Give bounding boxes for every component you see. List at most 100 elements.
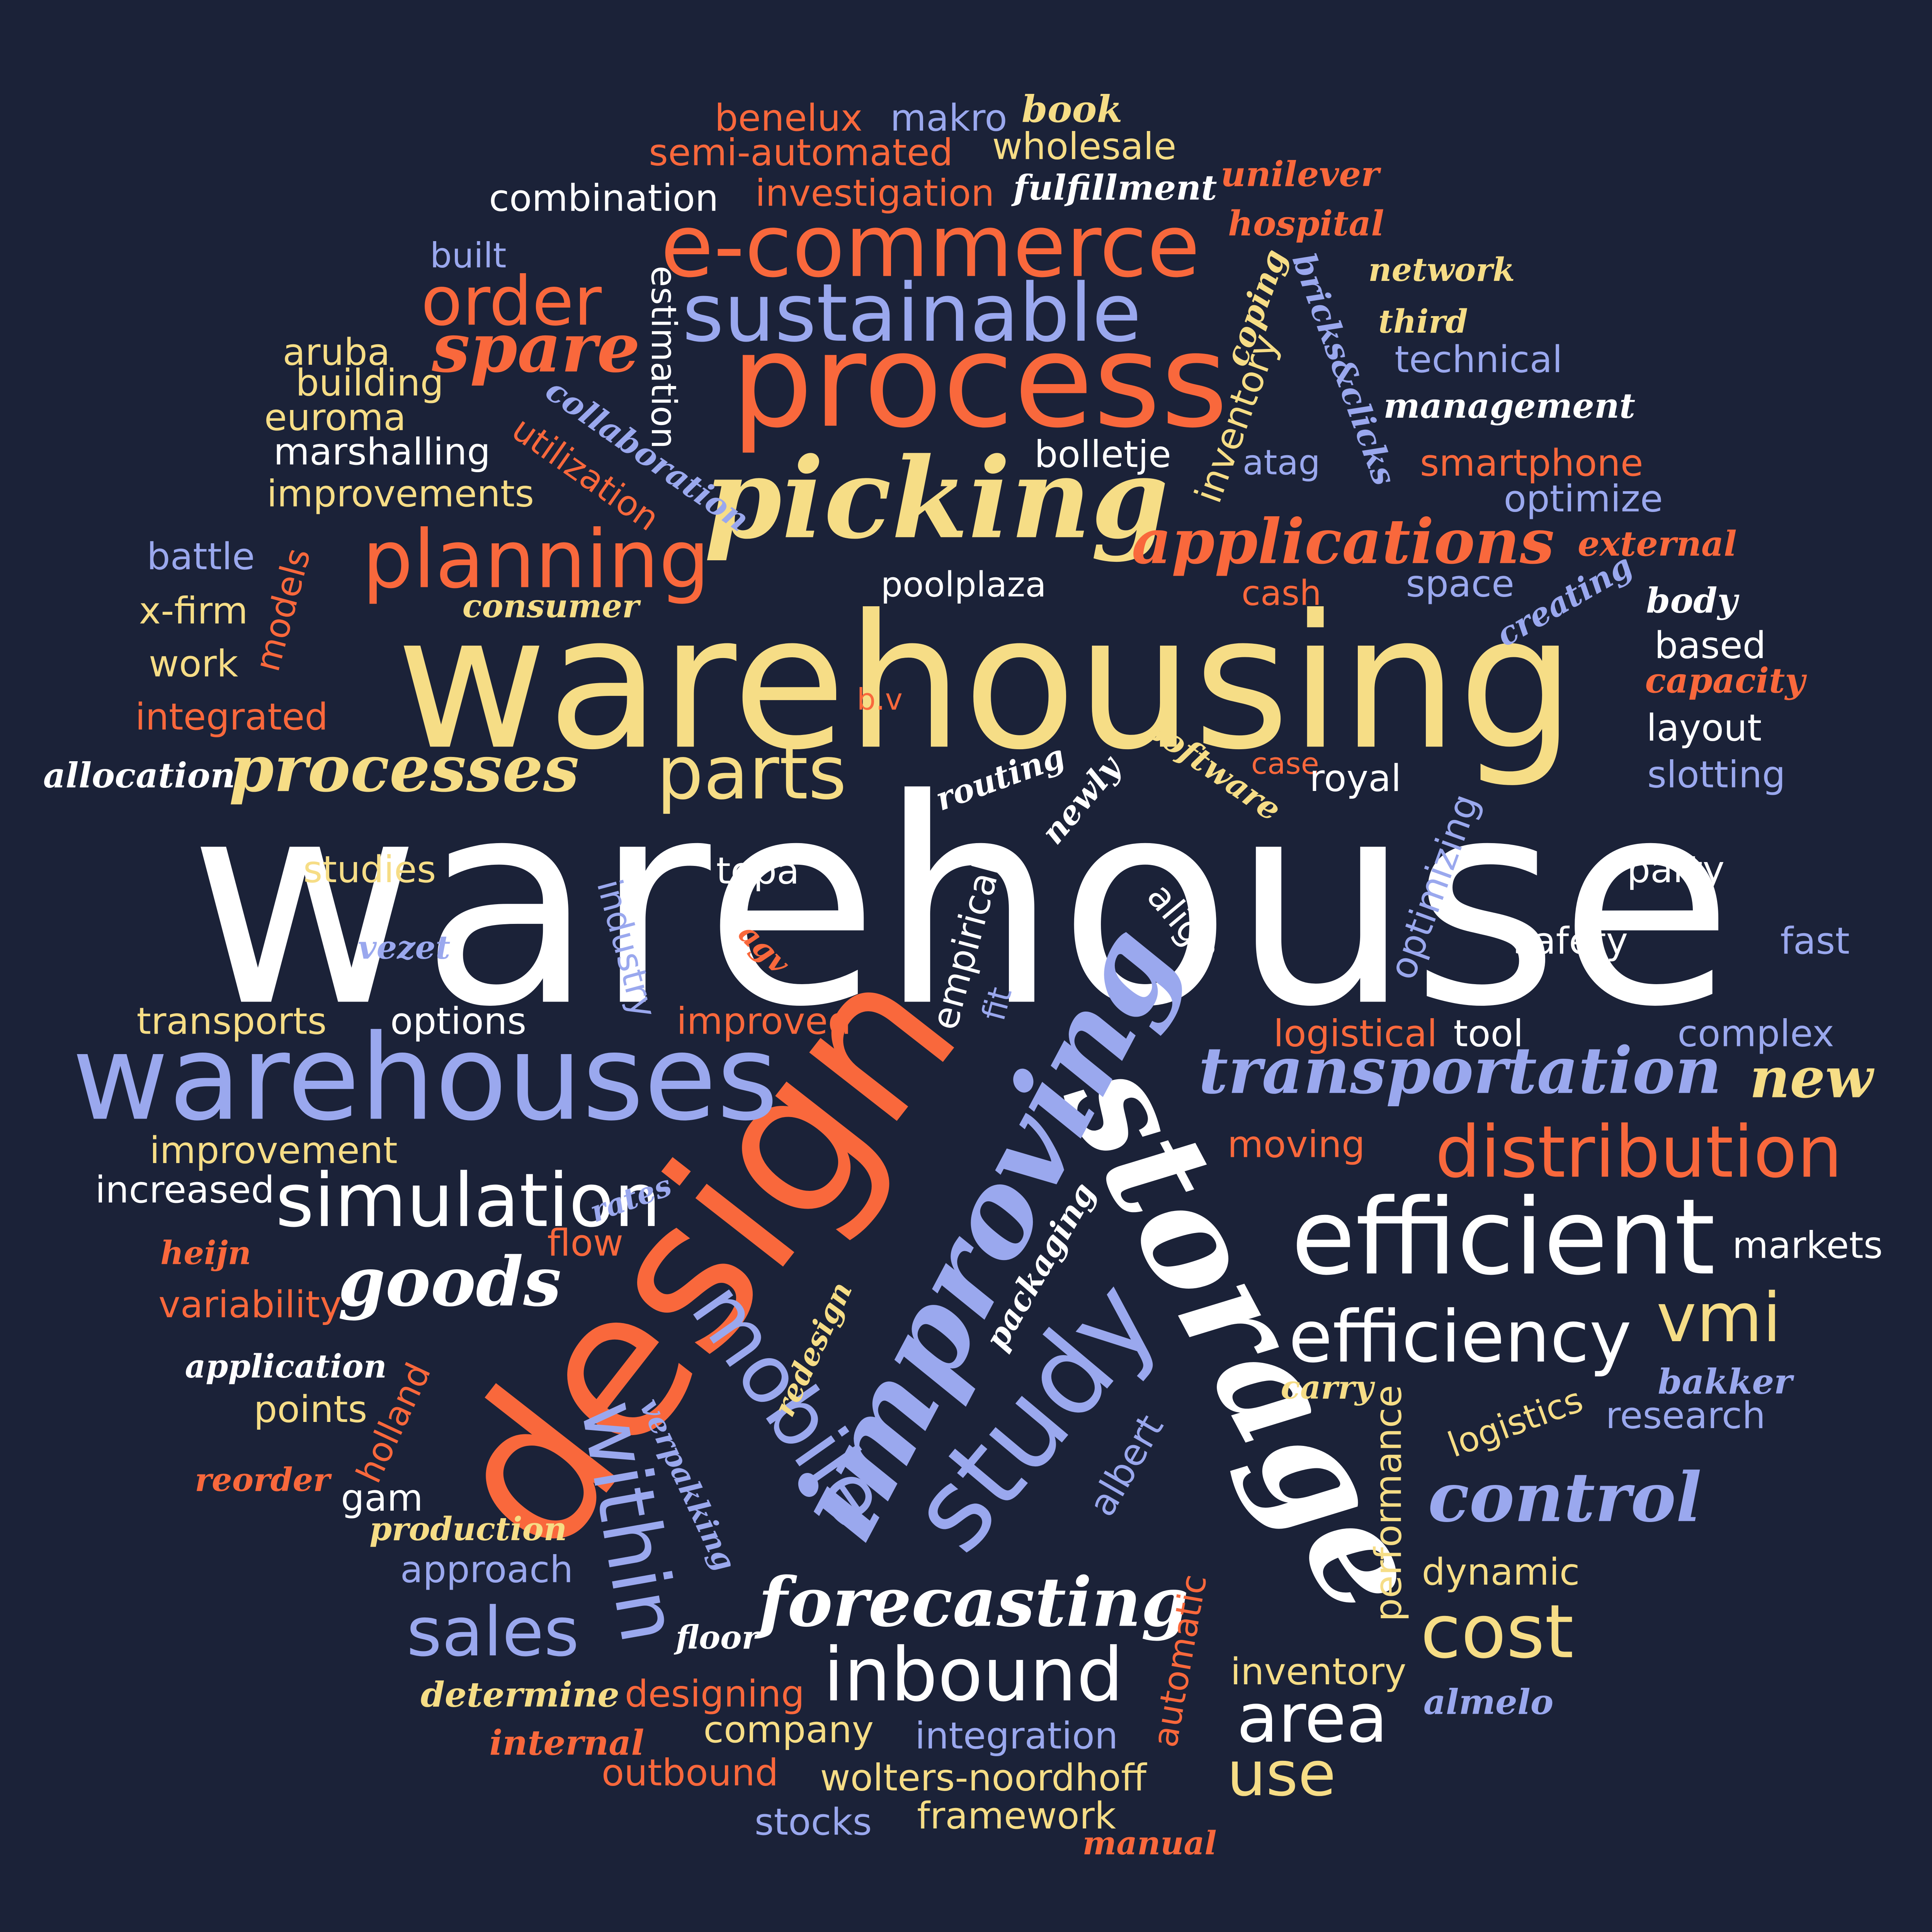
word-work: work	[148, 643, 238, 687]
word-efficient: efficient	[1291, 1177, 1716, 1299]
word-parts: parts	[656, 730, 847, 817]
word-distribution: distribution	[1435, 1110, 1843, 1194]
word-capacity: capacity	[1645, 660, 1805, 701]
word-heijn: heijn	[160, 1236, 251, 1273]
word-control: control	[1428, 1457, 1702, 1537]
word-external: external	[1577, 524, 1737, 565]
word-company: company	[703, 1709, 874, 1752]
word-moving: moving	[1227, 1124, 1365, 1167]
word-designing: designing	[624, 1673, 805, 1716]
word-building: building	[296, 362, 444, 406]
word-bakker: bakker	[1658, 1361, 1793, 1402]
word-benelux: benelux	[714, 97, 863, 141]
word-semi-automated: semi-automated	[649, 132, 953, 175]
word-picking: picking	[704, 434, 1169, 565]
word-sustainable: sustainable	[682, 268, 1141, 361]
word-production: production	[369, 1512, 567, 1549]
word-slotting: slotting	[1647, 754, 1786, 798]
word-simulation: simulation	[276, 1158, 661, 1245]
word-makro: makro	[890, 97, 1007, 141]
word-improvement: improvement	[149, 1130, 398, 1173]
word-performance: performance	[1367, 1384, 1411, 1622]
word-framework: framework	[917, 1795, 1116, 1838]
word-bolletje: bolletje	[1034, 434, 1172, 477]
word-combination: combination	[489, 177, 719, 221]
word-planning: planning	[362, 514, 710, 607]
word-e-commerce: e-commerce	[660, 196, 1200, 297]
word-forecasting: forecasting	[758, 1561, 1189, 1642]
word-cost: cost	[1420, 1589, 1574, 1676]
word-based: based	[1654, 624, 1766, 668]
word-allocation: allocation	[43, 755, 235, 796]
word-complex: complex	[1677, 1013, 1834, 1056]
word-case: case	[1251, 747, 1319, 781]
word-internal: internal	[489, 1722, 645, 1764]
word-marshalling: marshalling	[273, 431, 491, 474]
word-aruba: aruba	[282, 331, 390, 375]
word-fulfillment: fulfillment	[1013, 167, 1217, 208]
word-space: space	[1406, 563, 1515, 606]
word-dynamic: dynamic	[1422, 1551, 1580, 1595]
word-use: use	[1227, 1738, 1336, 1810]
word-safety: safety	[1514, 920, 1628, 964]
word-applications: applications	[1131, 505, 1554, 578]
word-hospital: hospital	[1228, 203, 1384, 244]
word-technical: technical	[1395, 338, 1563, 382]
word-options: options	[390, 1000, 527, 1044]
word-estimation: estimation	[643, 265, 684, 449]
word-tool: tool	[1453, 1013, 1524, 1056]
word-optimize: optimize	[1503, 478, 1663, 521]
word-outbound: outbound	[601, 1752, 779, 1796]
word-smartphone: smartphone	[1420, 442, 1643, 486]
word-points: points	[253, 1388, 367, 1432]
word-b-v: b.v	[857, 682, 903, 717]
word-cash: cash	[1241, 573, 1321, 614]
word-network: network	[1368, 252, 1515, 290]
word-studies: studies	[303, 849, 436, 892]
word-inbound: inbound	[823, 1633, 1124, 1719]
word-inventory: inventory	[1230, 1651, 1406, 1694]
word-almelo: almelo	[1423, 1682, 1554, 1723]
word-approach: approach	[400, 1549, 573, 1592]
word-transports: transports	[136, 1000, 327, 1044]
word-logistical: logistical	[1273, 1013, 1437, 1056]
word-reorder: reorder	[195, 1463, 330, 1500]
word-third: third	[1378, 304, 1468, 342]
word-book: book	[1021, 88, 1122, 132]
word-flow: flow	[547, 1222, 624, 1265]
word-improved: improved	[676, 1000, 852, 1044]
word-warehouses: warehouses	[72, 1009, 779, 1147]
word-investigation: investigation	[755, 172, 995, 216]
word-markets: markets	[1732, 1225, 1883, 1268]
word-determine: determine	[420, 1674, 619, 1715]
word-increased: increased	[95, 1169, 275, 1213]
word-topa: topa	[716, 850, 799, 893]
word-application: application	[185, 1349, 387, 1386]
word-unilever: unilever	[1221, 154, 1379, 195]
word-process: process	[731, 306, 1228, 457]
word-processes: processes	[229, 732, 579, 807]
word-integration: integration	[915, 1715, 1118, 1759]
word-built: built	[430, 235, 507, 276]
word-floor: floor	[675, 1620, 759, 1657]
word-poolplaza: poolplaza	[881, 564, 1046, 605]
word-euroma: euroma	[264, 396, 406, 440]
word-body: body	[1646, 580, 1738, 621]
word-sales: sales	[406, 1592, 579, 1672]
word-royal: royal	[1309, 758, 1401, 801]
word-warehousing: warehousing	[396, 577, 1576, 791]
word-logistics: logistics	[1442, 1379, 1588, 1466]
word-transportation: transportation	[1198, 1034, 1722, 1109]
word-manual: manual	[1082, 1826, 1217, 1863]
word-new: new	[1749, 1045, 1873, 1111]
word-stocks: stocks	[754, 1801, 872, 1845]
word-carry: carry	[1281, 1370, 1374, 1407]
word-integrated: integrated	[135, 696, 328, 740]
word-goods: goods	[338, 1241, 561, 1321]
word-area: area	[1236, 1679, 1388, 1758]
word-research: research	[1605, 1395, 1766, 1438]
word-consumer: consumer	[462, 589, 639, 626]
word-efficiency: efficiency	[1288, 1295, 1632, 1379]
word-variability: variability	[158, 1284, 342, 1327]
